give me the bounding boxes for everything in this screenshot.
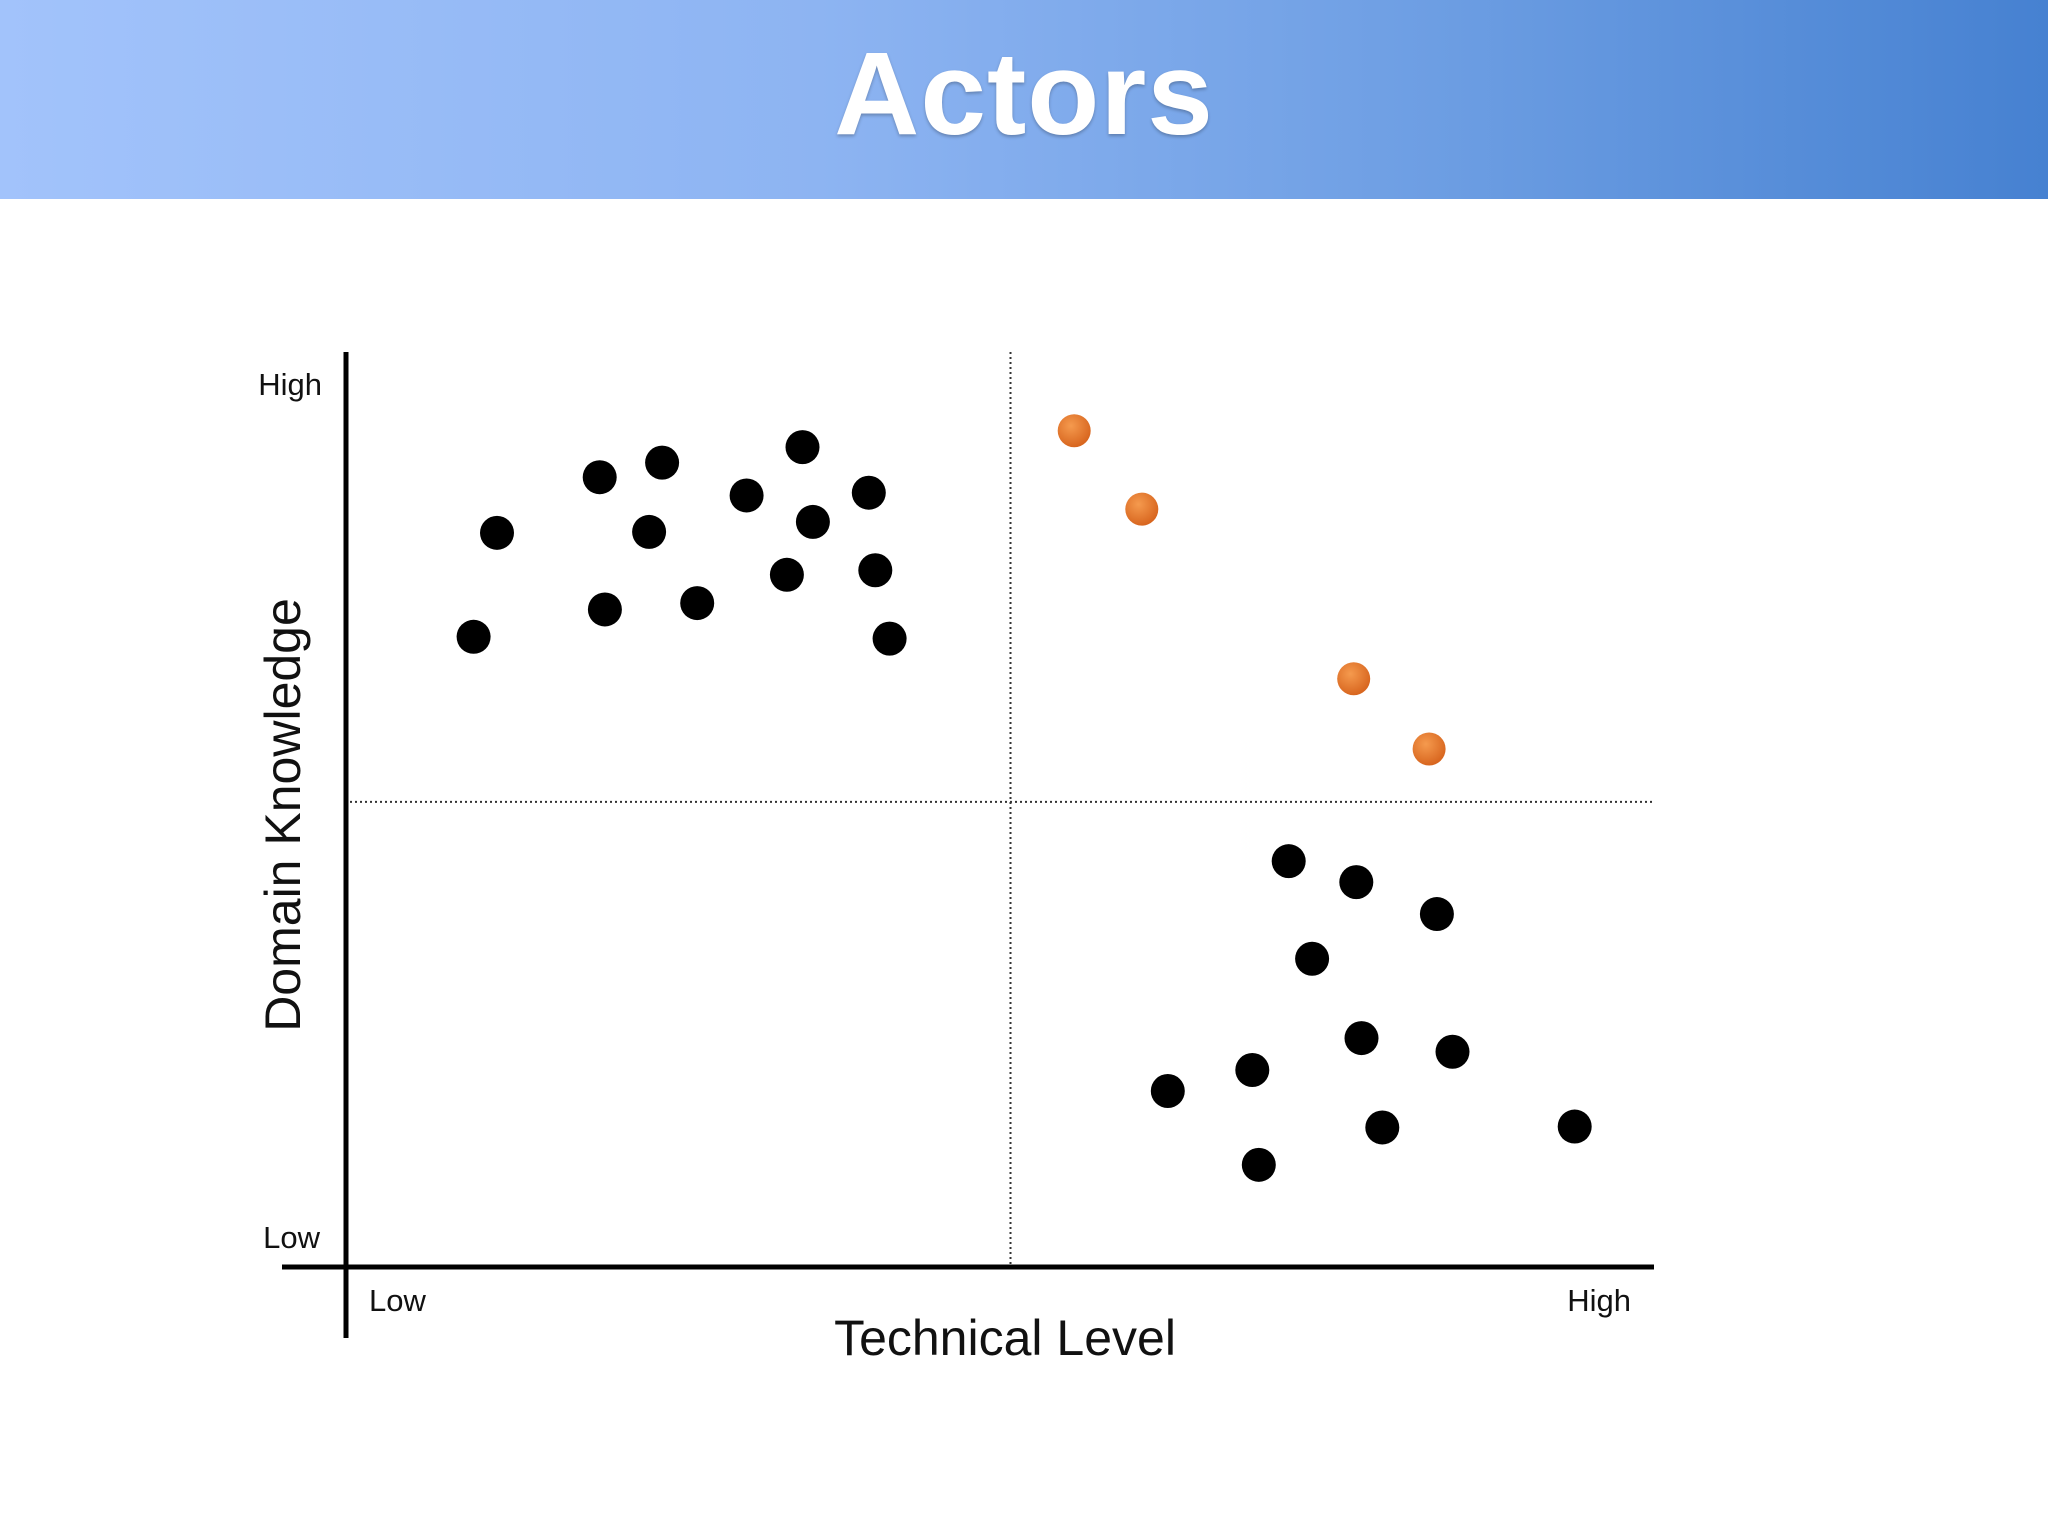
group-b-point-4: [1295, 941, 1330, 976]
points-layer: [456, 414, 1592, 1182]
slide-header: Actors: [0, 0, 2048, 199]
group-b-point-0: [1150, 1073, 1185, 1108]
group-a-point-12: [858, 553, 893, 588]
group-a-point-8: [769, 557, 804, 592]
group-a-point-2: [582, 460, 617, 495]
group-b-point-2: [1241, 1147, 1276, 1182]
y-tick-low: Low: [263, 1220, 320, 1255]
group-b-point-5: [1339, 865, 1374, 900]
y-axis-title: Domain Knowledge: [255, 598, 311, 1032]
group-a-point-3: [587, 592, 622, 627]
x-tick-low: Low: [369, 1283, 426, 1318]
group-a-point-5: [645, 445, 680, 480]
group-b-point-6: [1344, 1021, 1379, 1056]
group-b-point-10: [1557, 1109, 1592, 1144]
highlight-point-2: [1337, 662, 1371, 696]
group-b-point-8: [1419, 897, 1454, 932]
group-b-point-7: [1365, 1110, 1400, 1145]
y-tick-high: High: [258, 367, 322, 402]
highlight-point-3: [1412, 732, 1446, 766]
group-a-point-1: [480, 515, 514, 550]
group-b-point-3: [1271, 844, 1306, 879]
x-axis-title: Technical Level: [834, 1310, 1176, 1366]
group-a-point-10: [795, 504, 830, 539]
group-a-point-4: [632, 514, 667, 549]
group-a-point-6: [680, 586, 715, 621]
group-a-point-11: [851, 475, 886, 510]
highlight-point-0: [1057, 414, 1091, 448]
highlight-point-1: [1125, 492, 1159, 526]
group-b-point-1: [1235, 1053, 1270, 1088]
group-a-point-0: [456, 619, 491, 654]
x-tick-high: High: [1567, 1283, 1631, 1318]
group-a-point-13: [872, 621, 907, 656]
group-a-point-9: [785, 430, 820, 465]
slide-title: Actors: [834, 27, 1214, 160]
group-b-point-9: [1435, 1034, 1470, 1069]
group-a-point-7: [729, 478, 764, 513]
